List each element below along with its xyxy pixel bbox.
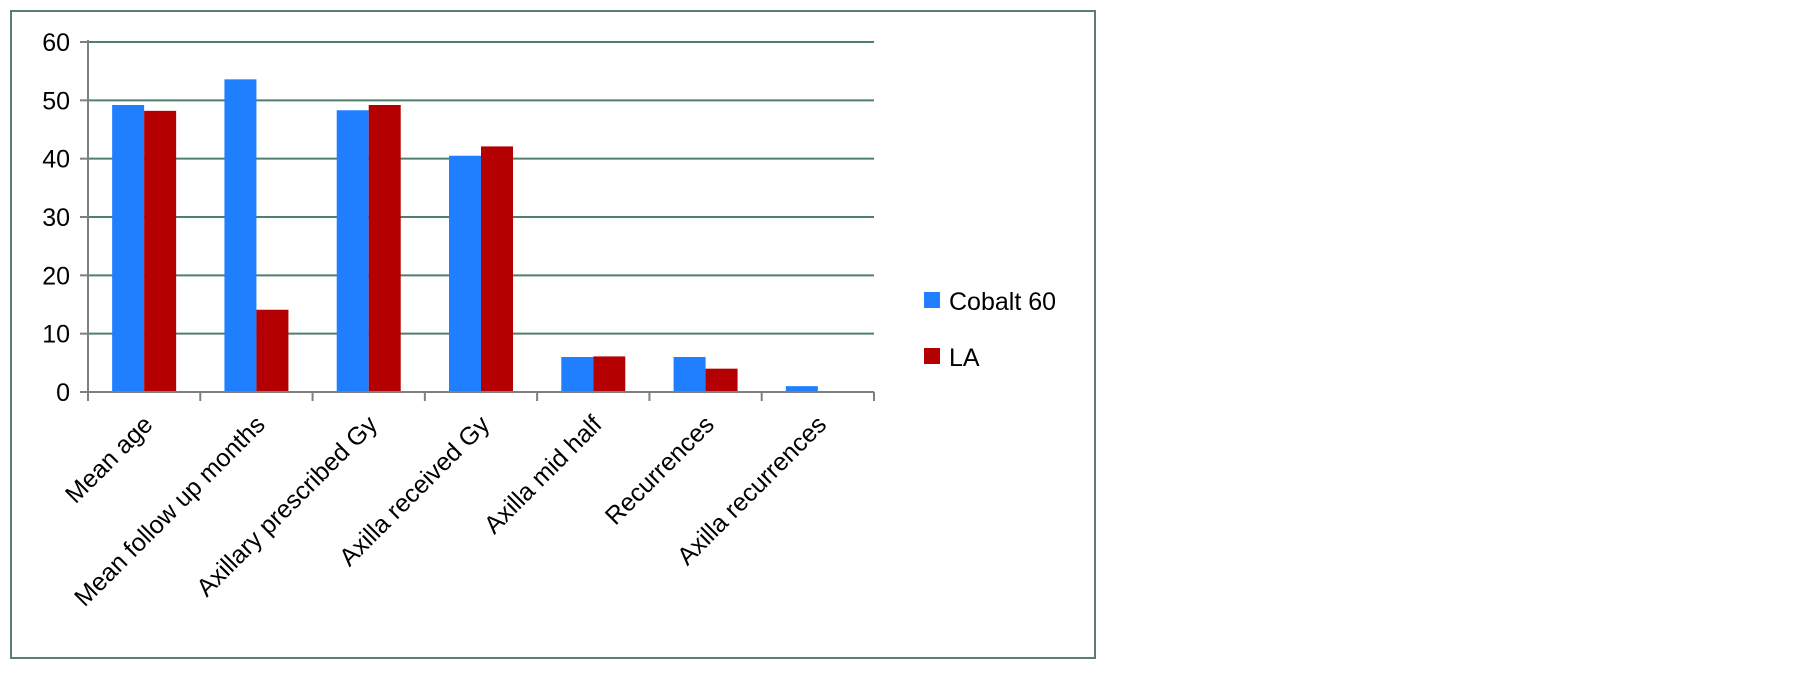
bar-cobalt-60-4 [449, 155, 481, 392]
y-tick-labels: 0 10 20 30 40 50 60 [42, 29, 70, 407]
bar-cobalt-60-5 [561, 357, 594, 392]
bar-cobalt-60-6 [673, 357, 706, 392]
bar-cobalt-60-3 [336, 110, 369, 392]
bar-la-5 [593, 356, 626, 392]
bar-la-4 [481, 146, 513, 392]
y-tick-label: 10 [42, 321, 70, 349]
bar-la-6 [705, 368, 738, 392]
bar-la-3 [368, 105, 401, 392]
y-tick-label: 60 [42, 29, 70, 57]
legend-swatch [924, 348, 940, 364]
x-category-label: Axilla mid half [479, 410, 608, 539]
grid-lines [88, 41, 874, 335]
x-category-label: Axillary prescribed Gy [191, 410, 383, 602]
y-tick-label: 50 [42, 87, 70, 115]
bar-la-2 [256, 309, 289, 392]
axes [80, 40, 875, 401]
y-tick-label: 40 [42, 146, 70, 174]
bars [112, 79, 818, 392]
legend-label: Cobalt 60 [949, 288, 1056, 316]
y-tick-label: 20 [42, 262, 70, 290]
x-category-label: Mean follow up months [69, 410, 271, 612]
y-tick-label: 0 [56, 379, 70, 407]
bar-cobalt-60-2 [224, 79, 257, 392]
bar-la-1 [144, 110, 177, 392]
legend-label: LA [949, 344, 980, 372]
y-tick-label: 30 [42, 204, 70, 232]
legend-swatch [924, 292, 940, 308]
x-category-label: Mean age [60, 410, 158, 508]
legend: Cobalt 60 LA [924, 288, 1056, 372]
x-category-label: Recurrences [600, 410, 720, 530]
bar-cobalt-60-1 [112, 105, 145, 392]
bar-cobalt-60-7 [785, 386, 818, 392]
